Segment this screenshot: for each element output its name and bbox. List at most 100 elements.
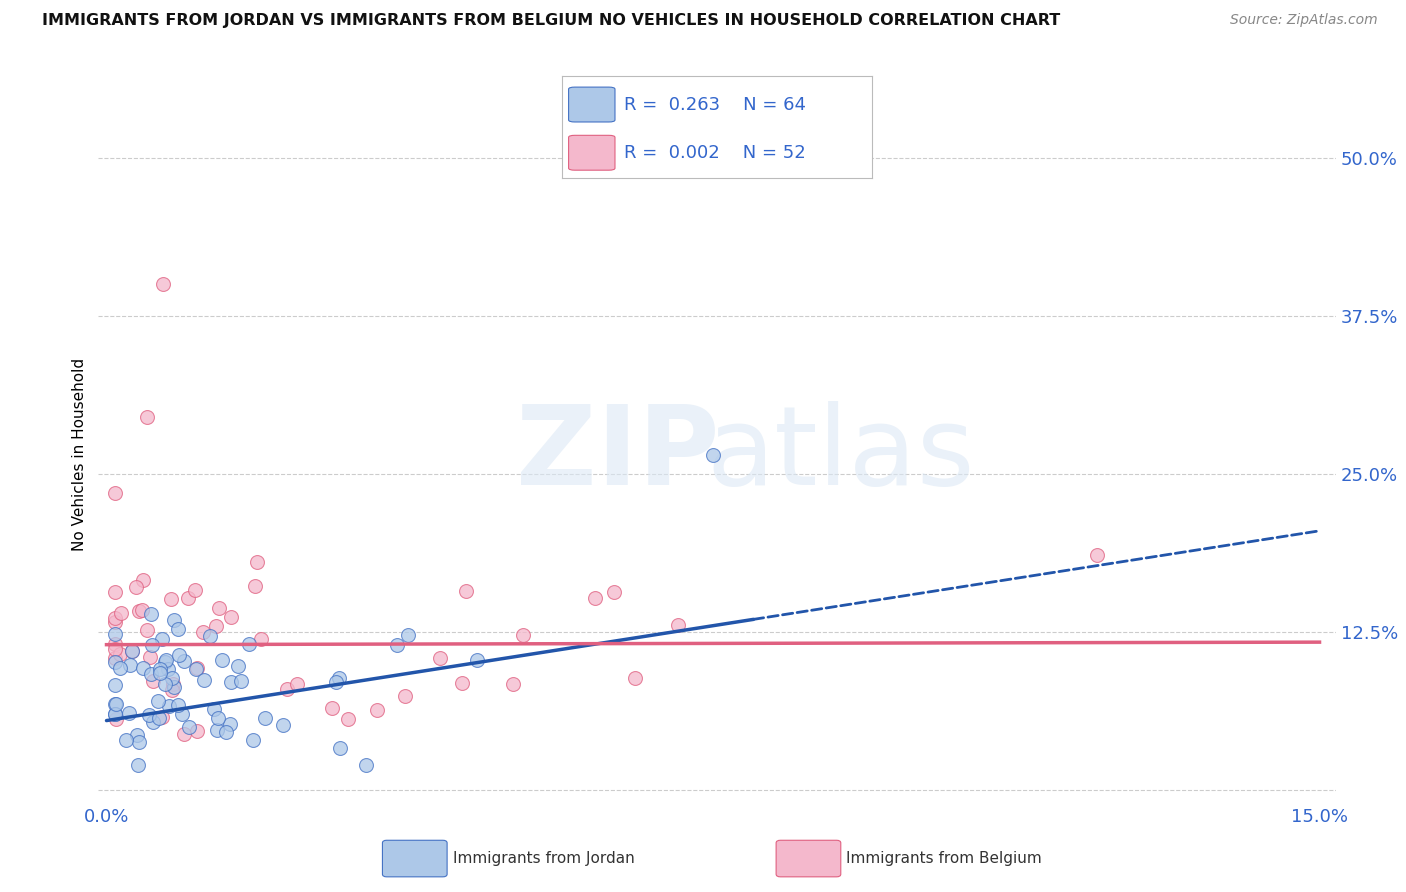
Point	[163, 613, 186, 627]
Point	[142, 714, 165, 729]
Point	[184, 582, 207, 597]
Point	[167, 698, 190, 713]
Point	[242, 732, 264, 747]
Point	[160, 682, 183, 697]
Point	[702, 448, 724, 462]
Point	[177, 720, 200, 734]
Point	[211, 653, 233, 667]
Point	[387, 639, 409, 653]
Point	[104, 706, 127, 721]
Text: Immigrants from Belgium: Immigrants from Belgium	[846, 851, 1042, 865]
Point	[321, 701, 343, 715]
Point	[110, 606, 132, 620]
Point	[336, 713, 359, 727]
Text: R =  0.263    N = 64: R = 0.263 N = 64	[624, 95, 806, 113]
Point	[583, 591, 606, 606]
Point	[104, 637, 127, 651]
Point	[226, 659, 249, 673]
Point	[193, 673, 215, 687]
Point	[125, 580, 148, 594]
Point	[110, 661, 132, 675]
Point	[136, 409, 159, 424]
Point	[271, 718, 294, 732]
Point	[512, 628, 534, 642]
Point	[231, 674, 253, 689]
Text: IMMIGRANTS FROM JORDAN VS IMMIGRANTS FROM BELGIUM NO VEHICLES IN HOUSEHOLD CORRE: IMMIGRANTS FROM JORDAN VS IMMIGRANTS FRO…	[42, 13, 1060, 29]
Point	[118, 706, 141, 721]
Point	[167, 622, 190, 636]
Point	[104, 697, 127, 711]
Point	[186, 723, 208, 738]
Point	[186, 661, 208, 675]
Point	[429, 651, 451, 665]
Point	[200, 629, 222, 643]
Point	[159, 591, 181, 606]
Point	[623, 671, 645, 685]
Text: Source: ZipAtlas.com: Source: ZipAtlas.com	[1230, 13, 1378, 28]
Point	[285, 677, 308, 691]
Point	[502, 676, 524, 690]
Point	[138, 650, 160, 665]
Point	[219, 674, 242, 689]
Point	[104, 611, 127, 625]
Point	[152, 632, 174, 647]
Point	[153, 656, 176, 670]
Point	[329, 740, 352, 755]
Point	[328, 671, 350, 685]
Point	[132, 573, 155, 587]
Text: ZIP: ZIP	[516, 401, 720, 508]
Point	[104, 651, 127, 665]
Point	[603, 585, 626, 599]
Point	[205, 723, 228, 738]
Text: R =  0.002    N = 52: R = 0.002 N = 52	[624, 144, 806, 161]
Point	[325, 674, 347, 689]
Point	[132, 661, 155, 675]
Point	[451, 676, 474, 690]
Point	[127, 757, 149, 772]
Point	[1085, 548, 1108, 562]
Point	[394, 689, 416, 703]
Point	[131, 602, 153, 616]
Point	[104, 486, 127, 500]
Point	[219, 609, 242, 624]
Point	[128, 735, 150, 749]
Point	[184, 662, 207, 676]
Point	[215, 725, 238, 739]
Point	[354, 757, 377, 772]
Point	[153, 677, 176, 691]
Point	[167, 648, 190, 663]
Point	[152, 709, 174, 723]
Point	[149, 665, 172, 680]
Point	[156, 662, 179, 676]
Point	[104, 707, 127, 722]
Point	[125, 728, 148, 742]
Point	[465, 653, 488, 667]
Point	[163, 681, 186, 695]
Point	[104, 678, 127, 692]
Point	[121, 644, 143, 658]
Point	[173, 654, 195, 668]
Point	[104, 712, 127, 726]
Point	[148, 711, 170, 725]
Point	[152, 277, 174, 292]
Point	[104, 585, 127, 599]
Point	[104, 642, 127, 657]
Point	[104, 697, 127, 711]
Point	[160, 671, 183, 685]
Point	[207, 711, 229, 725]
Y-axis label: No Vehicles in Household: No Vehicles in Household	[72, 359, 87, 551]
FancyBboxPatch shape	[568, 136, 614, 170]
Text: atlas: atlas	[707, 401, 974, 508]
Point	[121, 643, 143, 657]
Point	[170, 707, 193, 722]
Point	[218, 717, 240, 731]
Point	[138, 708, 160, 723]
Point	[108, 647, 131, 661]
Point	[398, 628, 420, 642]
Point	[208, 601, 231, 615]
Point	[141, 638, 163, 652]
Point	[202, 702, 225, 716]
Point	[142, 673, 165, 688]
Point	[139, 607, 162, 621]
Point	[454, 584, 477, 599]
